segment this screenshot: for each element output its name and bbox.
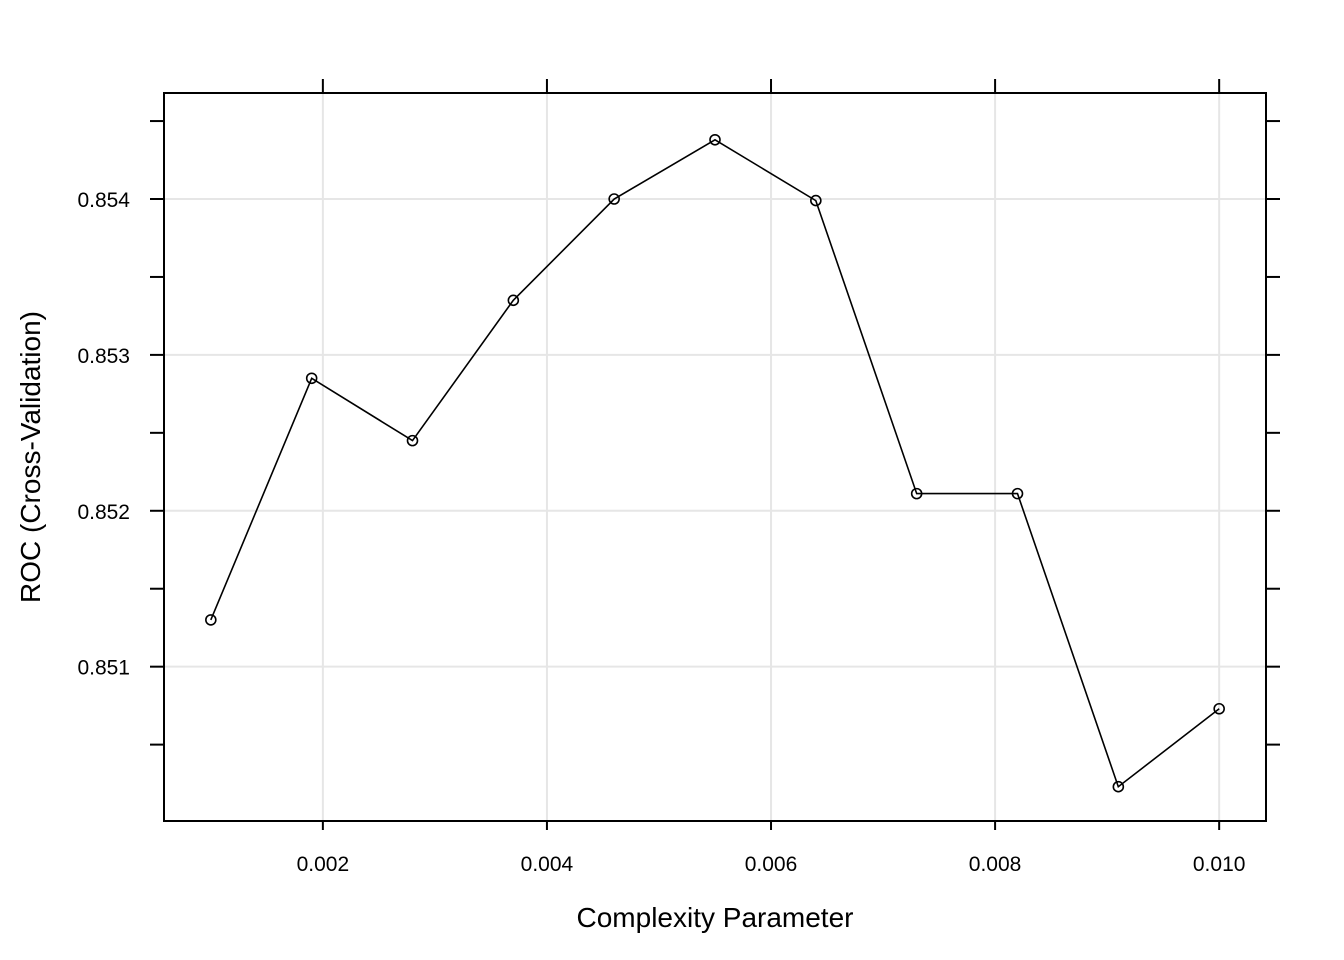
data-point xyxy=(507,294,520,307)
data-point xyxy=(1011,487,1024,500)
y-tick-label: 0.851 xyxy=(77,657,130,680)
x-axis-title: Complexity Parameter xyxy=(577,902,854,933)
axis-ticks xyxy=(150,79,1280,830)
y-tick-label: 0.854 xyxy=(77,189,130,212)
data-point xyxy=(608,193,620,205)
series xyxy=(205,133,1225,793)
y-tick-label: 0.852 xyxy=(77,501,130,524)
x-tick-label: 0.004 xyxy=(521,853,574,876)
plot-frame xyxy=(163,92,1267,822)
series-line xyxy=(210,138,1220,789)
data-point xyxy=(1213,702,1225,715)
data-point xyxy=(810,194,822,207)
tick-labels: 0.002 0.004 0.006 0.008 0.010 0.851 0.852 0.853… xyxy=(77,189,1245,876)
data-point xyxy=(910,487,923,500)
data-point xyxy=(406,434,419,447)
x-tick-label: 0.002 xyxy=(297,853,350,876)
y-tick-label: 0.853 xyxy=(77,345,130,368)
data-point xyxy=(305,372,318,385)
x-tick-label: 0.010 xyxy=(1193,853,1246,876)
data-point xyxy=(205,614,217,626)
data-point xyxy=(709,133,721,146)
grid xyxy=(164,93,1266,821)
x-tick-label: 0.006 xyxy=(745,853,798,876)
data-point xyxy=(1112,780,1125,793)
y-axis-title: ROC (Cross-Validation) xyxy=(15,311,46,603)
x-tick-label: 0.008 xyxy=(969,853,1022,876)
